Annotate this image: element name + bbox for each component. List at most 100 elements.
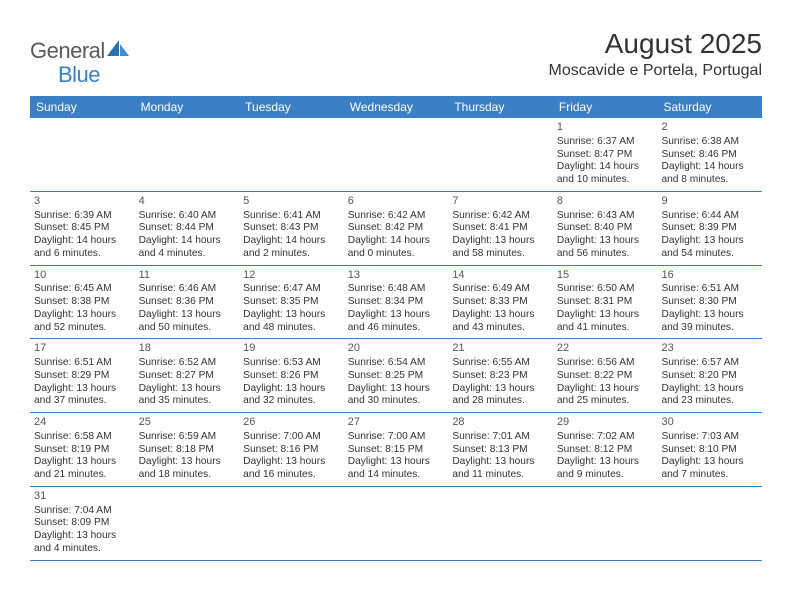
sunset-text: Sunset: 8:39 PM [661, 222, 758, 235]
empty-day-cell [553, 487, 658, 560]
week-row: 17Sunrise: 6:51 AMSunset: 8:29 PMDayligh… [30, 339, 762, 413]
daylight-text: and 35 minutes. [139, 395, 236, 408]
empty-day-cell [448, 487, 553, 560]
day-number: 28 [452, 416, 549, 430]
day-number: 22 [557, 342, 654, 356]
day-cell: 25Sunrise: 6:59 AMSunset: 8:18 PMDayligh… [135, 413, 240, 486]
daylight-text: Daylight: 13 hours [139, 383, 236, 396]
day-number: 14 [452, 269, 549, 283]
day-cell: 12Sunrise: 6:47 AMSunset: 8:35 PMDayligh… [239, 266, 344, 339]
daylight-text: and 16 minutes. [243, 469, 340, 482]
day-number: 19 [243, 342, 340, 356]
daylight-text: Daylight: 14 hours [557, 161, 654, 174]
day-number: 6 [348, 195, 445, 209]
sunset-text: Sunset: 8:33 PM [452, 296, 549, 309]
day-cell: 15Sunrise: 6:50 AMSunset: 8:31 PMDayligh… [553, 266, 658, 339]
calendar-page: General Blue August 2025 Moscavide e Por… [0, 0, 792, 581]
day-cell: 18Sunrise: 6:52 AMSunset: 8:27 PMDayligh… [135, 339, 240, 412]
daylight-text: Daylight: 13 hours [557, 309, 654, 322]
empty-day-cell [239, 118, 344, 191]
sunset-text: Sunset: 8:35 PM [243, 296, 340, 309]
day-number: 11 [139, 269, 236, 283]
logo-sail-icon [105, 38, 131, 58]
daylight-text: Daylight: 14 hours [661, 161, 758, 174]
sunset-text: Sunset: 8:36 PM [139, 296, 236, 309]
sunset-text: Sunset: 8:09 PM [34, 517, 131, 530]
week-row: 1Sunrise: 6:37 AMSunset: 8:47 PMDaylight… [30, 118, 762, 192]
sunset-text: Sunset: 8:27 PM [139, 370, 236, 383]
daylight-text: and 54 minutes. [661, 248, 758, 261]
sunrise-text: Sunrise: 6:46 AM [139, 283, 236, 296]
sunrise-text: Sunrise: 6:38 AM [661, 136, 758, 149]
empty-day-cell [344, 118, 449, 191]
sunrise-text: Sunrise: 6:53 AM [243, 357, 340, 370]
empty-day-cell [135, 487, 240, 560]
daylight-text: Daylight: 13 hours [557, 383, 654, 396]
sunset-text: Sunset: 8:20 PM [661, 370, 758, 383]
daylight-text: and 30 minutes. [348, 395, 445, 408]
daylight-text: Daylight: 13 hours [452, 383, 549, 396]
daylight-text: and 21 minutes. [34, 469, 131, 482]
daylight-text: and 9 minutes. [557, 469, 654, 482]
daylight-text: Daylight: 13 hours [661, 383, 758, 396]
sunset-text: Sunset: 8:31 PM [557, 296, 654, 309]
daylight-text: Daylight: 13 hours [139, 456, 236, 469]
week-row: 24Sunrise: 6:58 AMSunset: 8:19 PMDayligh… [30, 413, 762, 487]
sunrise-text: Sunrise: 7:04 AM [34, 505, 131, 518]
daylight-text: and 11 minutes. [452, 469, 549, 482]
daylight-text: and 32 minutes. [243, 395, 340, 408]
sunset-text: Sunset: 8:10 PM [661, 444, 758, 457]
day-cell: 3Sunrise: 6:39 AMSunset: 8:45 PMDaylight… [30, 192, 135, 265]
sunset-text: Sunset: 8:18 PM [139, 444, 236, 457]
daylight-text: and 48 minutes. [243, 322, 340, 335]
day-number: 24 [34, 416, 131, 430]
day-number: 15 [557, 269, 654, 283]
sunset-text: Sunset: 8:23 PM [452, 370, 549, 383]
day-number: 29 [557, 416, 654, 430]
sunset-text: Sunset: 8:22 PM [557, 370, 654, 383]
sunset-text: Sunset: 8:45 PM [34, 222, 131, 235]
brand-part1: General [30, 38, 105, 64]
day-number: 18 [139, 342, 236, 356]
sunrise-text: Sunrise: 6:40 AM [139, 210, 236, 223]
sunset-text: Sunset: 8:12 PM [557, 444, 654, 457]
empty-day-cell [30, 118, 135, 191]
day-cell: 1Sunrise: 6:37 AMSunset: 8:47 PMDaylight… [553, 118, 658, 191]
sunrise-text: Sunrise: 6:58 AM [34, 431, 131, 444]
daylight-text: Daylight: 13 hours [34, 456, 131, 469]
sunrise-text: Sunrise: 6:44 AM [661, 210, 758, 223]
sunrise-text: Sunrise: 6:57 AM [661, 357, 758, 370]
sunset-text: Sunset: 8:44 PM [139, 222, 236, 235]
day-number: 23 [661, 342, 758, 356]
day-number: 20 [348, 342, 445, 356]
day-cell: 10Sunrise: 6:45 AMSunset: 8:38 PMDayligh… [30, 266, 135, 339]
sunset-text: Sunset: 8:19 PM [34, 444, 131, 457]
sunrise-text: Sunrise: 6:41 AM [243, 210, 340, 223]
sunrise-text: Sunrise: 7:02 AM [557, 431, 654, 444]
sunset-text: Sunset: 8:46 PM [661, 149, 758, 162]
empty-day-cell [239, 487, 344, 560]
daylight-text: and 14 minutes. [348, 469, 445, 482]
sunrise-text: Sunrise: 6:52 AM [139, 357, 236, 370]
title-block: August 2025 Moscavide e Portela, Portuga… [549, 28, 762, 80]
day-number: 7 [452, 195, 549, 209]
day-cell: 4Sunrise: 6:40 AMSunset: 8:44 PMDaylight… [135, 192, 240, 265]
daylight-text: and 46 minutes. [348, 322, 445, 335]
day-cell: 23Sunrise: 6:57 AMSunset: 8:20 PMDayligh… [657, 339, 762, 412]
daylight-text: Daylight: 13 hours [452, 309, 549, 322]
daylight-text: and 4 minutes. [139, 248, 236, 261]
day-cell: 6Sunrise: 6:42 AMSunset: 8:42 PMDaylight… [344, 192, 449, 265]
empty-day-cell [448, 118, 553, 191]
day-number: 8 [557, 195, 654, 209]
day-cell: 26Sunrise: 7:00 AMSunset: 8:16 PMDayligh… [239, 413, 344, 486]
weekday-header: Wednesday [344, 96, 449, 118]
sunrise-text: Sunrise: 6:47 AM [243, 283, 340, 296]
day-number: 10 [34, 269, 131, 283]
sunrise-text: Sunrise: 6:48 AM [348, 283, 445, 296]
daylight-text: Daylight: 13 hours [661, 235, 758, 248]
weekday-header: Saturday [657, 96, 762, 118]
day-cell: 16Sunrise: 6:51 AMSunset: 8:30 PMDayligh… [657, 266, 762, 339]
day-cell: 27Sunrise: 7:00 AMSunset: 8:15 PMDayligh… [344, 413, 449, 486]
daylight-text: and 23 minutes. [661, 395, 758, 408]
weekday-header: Tuesday [239, 96, 344, 118]
